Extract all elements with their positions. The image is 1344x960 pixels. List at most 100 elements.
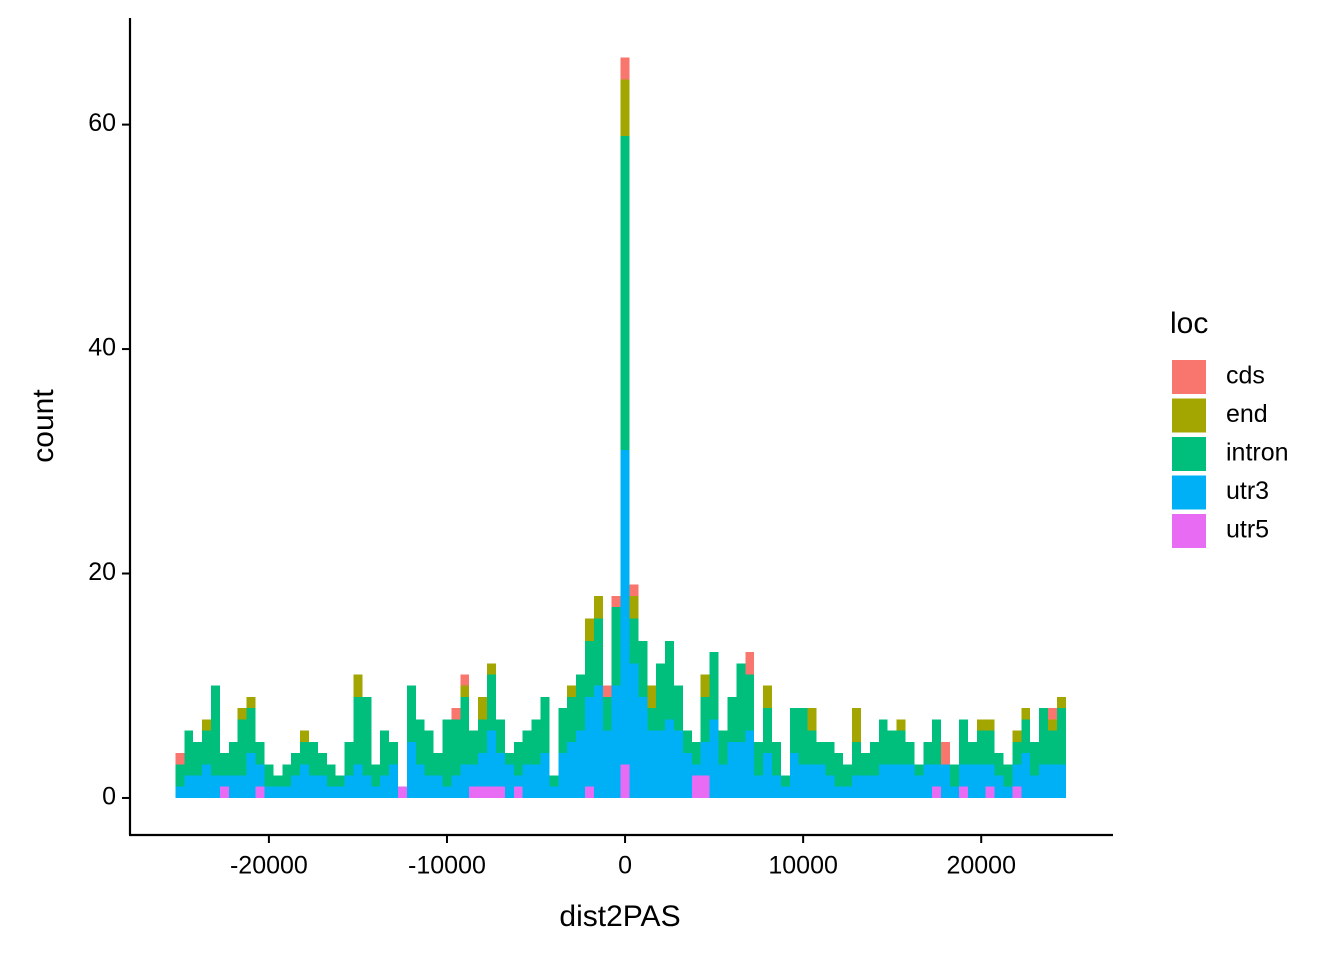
histogram-bar [602, 696, 612, 731]
histogram-bar [504, 753, 514, 765]
histogram-bar [380, 775, 390, 798]
histogram-bar [807, 708, 817, 731]
histogram-bar [958, 786, 968, 798]
histogram-bar [985, 786, 995, 798]
histogram-bar [184, 775, 194, 798]
histogram-bar [834, 786, 844, 798]
histogram-bar [691, 775, 701, 798]
histogram-bar [754, 741, 764, 776]
histogram-bar [308, 741, 318, 776]
histogram-bar [718, 730, 728, 765]
histogram-bar [994, 753, 1004, 776]
histogram-bar [442, 786, 452, 798]
histogram-bar [789, 708, 799, 754]
histogram-bar [451, 775, 461, 798]
histogram-bar [495, 786, 505, 798]
histogram-bar [1039, 764, 1049, 798]
histogram-bar [1039, 708, 1049, 765]
histogram-bar [674, 730, 683, 798]
histogram-bar [531, 764, 541, 798]
histogram-bar [1056, 764, 1066, 798]
histogram-bar [362, 696, 372, 776]
histogram-bar [1056, 696, 1066, 709]
histogram-bar [433, 753, 443, 776]
histogram-bar [941, 741, 951, 765]
legend-label: intron [1226, 439, 1289, 467]
x-tick-label: 0 [618, 852, 632, 880]
histogram-bar [958, 764, 968, 787]
histogram-bar [1021, 719, 1031, 754]
histogram-bar [923, 764, 933, 798]
histogram-bar [460, 696, 470, 765]
histogram-bar [255, 764, 265, 787]
legend-title: loc [1170, 307, 1208, 340]
histogram-bar [487, 663, 496, 675]
histogram-bar [1021, 753, 1031, 798]
histogram-bar [211, 685, 220, 776]
histogram-bar [905, 741, 915, 765]
histogram-bar [700, 696, 710, 742]
histogram-bar [950, 786, 959, 798]
histogram-bar [852, 708, 862, 742]
histogram-bar [780, 775, 790, 787]
y-tick-label: 40 [88, 334, 116, 362]
histogram-bar [638, 696, 648, 798]
histogram-bar [932, 786, 942, 798]
histogram-bar [433, 775, 443, 798]
x-tick-label: -20000 [230, 852, 308, 880]
histogram-bar [976, 764, 986, 798]
histogram-bar [175, 786, 185, 798]
histogram-bar [415, 719, 425, 765]
histogram-bar [843, 786, 853, 798]
histogram-bar [237, 775, 247, 798]
histogram-bar [780, 786, 790, 798]
histogram-bar [380, 730, 390, 776]
histogram-bar [789, 753, 799, 798]
histogram-bar [1021, 708, 1031, 720]
histogram-bar [495, 719, 505, 754]
histogram-bar [958, 719, 968, 765]
histogram-bar [629, 584, 639, 596]
histogram-bar [896, 730, 906, 765]
histogram-bar [798, 764, 808, 798]
histogram-bar [682, 730, 692, 754]
histogram-bar [478, 719, 488, 754]
histogram-bar [905, 764, 915, 798]
histogram-bar [745, 652, 755, 675]
histogram-bar [861, 775, 870, 798]
legend-label: cds [1226, 362, 1265, 390]
histogram-bar [576, 674, 585, 731]
histogram-bar [469, 764, 479, 787]
histogram-bar [522, 730, 532, 765]
histogram-bar [620, 79, 630, 136]
histogram-bar [923, 741, 933, 765]
histogram-bar [727, 741, 737, 798]
histogram-bar [816, 764, 826, 798]
histogram-bar [825, 775, 835, 798]
histogram-bar [771, 775, 781, 798]
histogram-bar [184, 730, 194, 776]
histogram-bar [825, 741, 835, 776]
histogram-bar [878, 764, 888, 798]
histogram-bar [700, 775, 710, 798]
histogram-bar [1030, 741, 1040, 776]
histogram-bar [513, 775, 523, 787]
histogram-bar [469, 786, 479, 798]
histogram-bar [852, 741, 862, 776]
histogram-bar [273, 775, 283, 787]
histogram-bar [567, 741, 577, 798]
histogram-bar [460, 685, 470, 697]
histogram-bar [487, 674, 496, 731]
histogram-bar [674, 685, 683, 731]
histogram-bar [487, 730, 496, 787]
histogram-bar [219, 775, 229, 787]
histogram-bar [932, 719, 942, 765]
histogram-bar [709, 652, 719, 720]
histogram-bar [967, 764, 977, 798]
histogram-bar [1003, 764, 1013, 787]
histogram-bar [567, 685, 577, 697]
histogram-bar [264, 786, 274, 798]
histogram-bar [576, 730, 585, 798]
histogram-bar [317, 775, 327, 798]
histogram-bar [291, 753, 301, 776]
